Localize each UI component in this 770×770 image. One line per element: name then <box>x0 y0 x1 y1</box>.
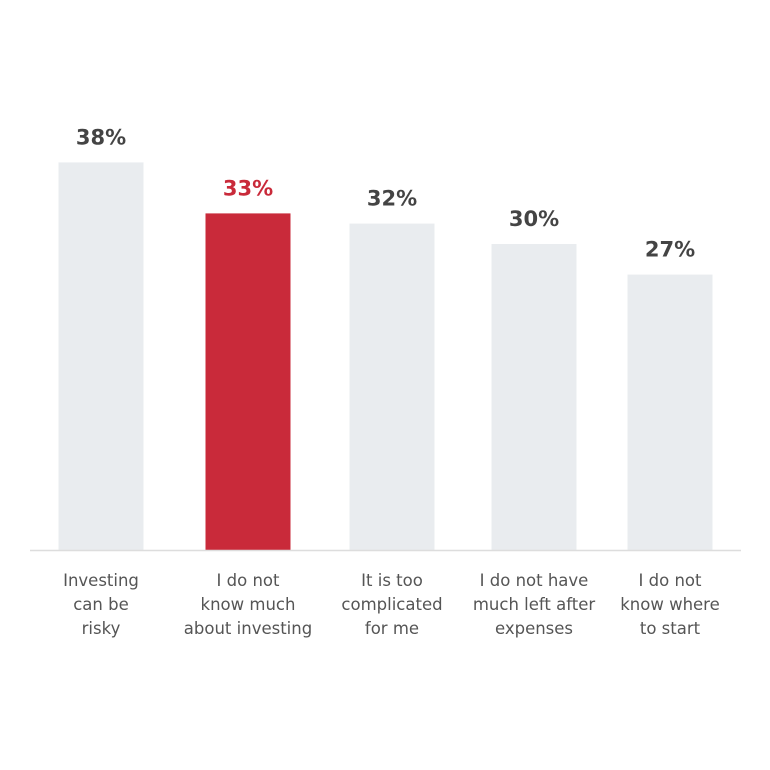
x-tick-label: know where <box>620 595 720 614</box>
x-tick-label: I do not <box>217 571 280 590</box>
x-tick-label: can be <box>73 595 129 614</box>
value-label: 30% <box>509 207 559 231</box>
value-label: 38% <box>76 125 126 149</box>
x-tick-label: much left after <box>473 595 596 614</box>
x-tick-label: risky <box>82 619 121 638</box>
bar <box>58 162 144 550</box>
value-label: 33% <box>223 176 273 200</box>
value-label: 32% <box>367 187 417 211</box>
bar <box>205 213 291 550</box>
x-tick-label: about investing <box>184 619 312 638</box>
x-tick-label: complicated <box>341 595 442 614</box>
x-tick-label: expenses <box>495 619 573 638</box>
bar <box>349 223 435 550</box>
x-tick-label: Investing <box>63 571 139 590</box>
bar <box>627 274 713 550</box>
x-tick-label: I do not <box>639 571 702 590</box>
x-tick-label: for me <box>365 619 419 638</box>
value-label: 27% <box>645 238 695 262</box>
x-tick-label: I do not have <box>480 571 589 590</box>
x-tick-label: It is too <box>361 571 423 590</box>
x-tick-label: know much <box>201 595 296 614</box>
bar <box>491 244 577 550</box>
x-tick-label: to start <box>640 619 701 638</box>
